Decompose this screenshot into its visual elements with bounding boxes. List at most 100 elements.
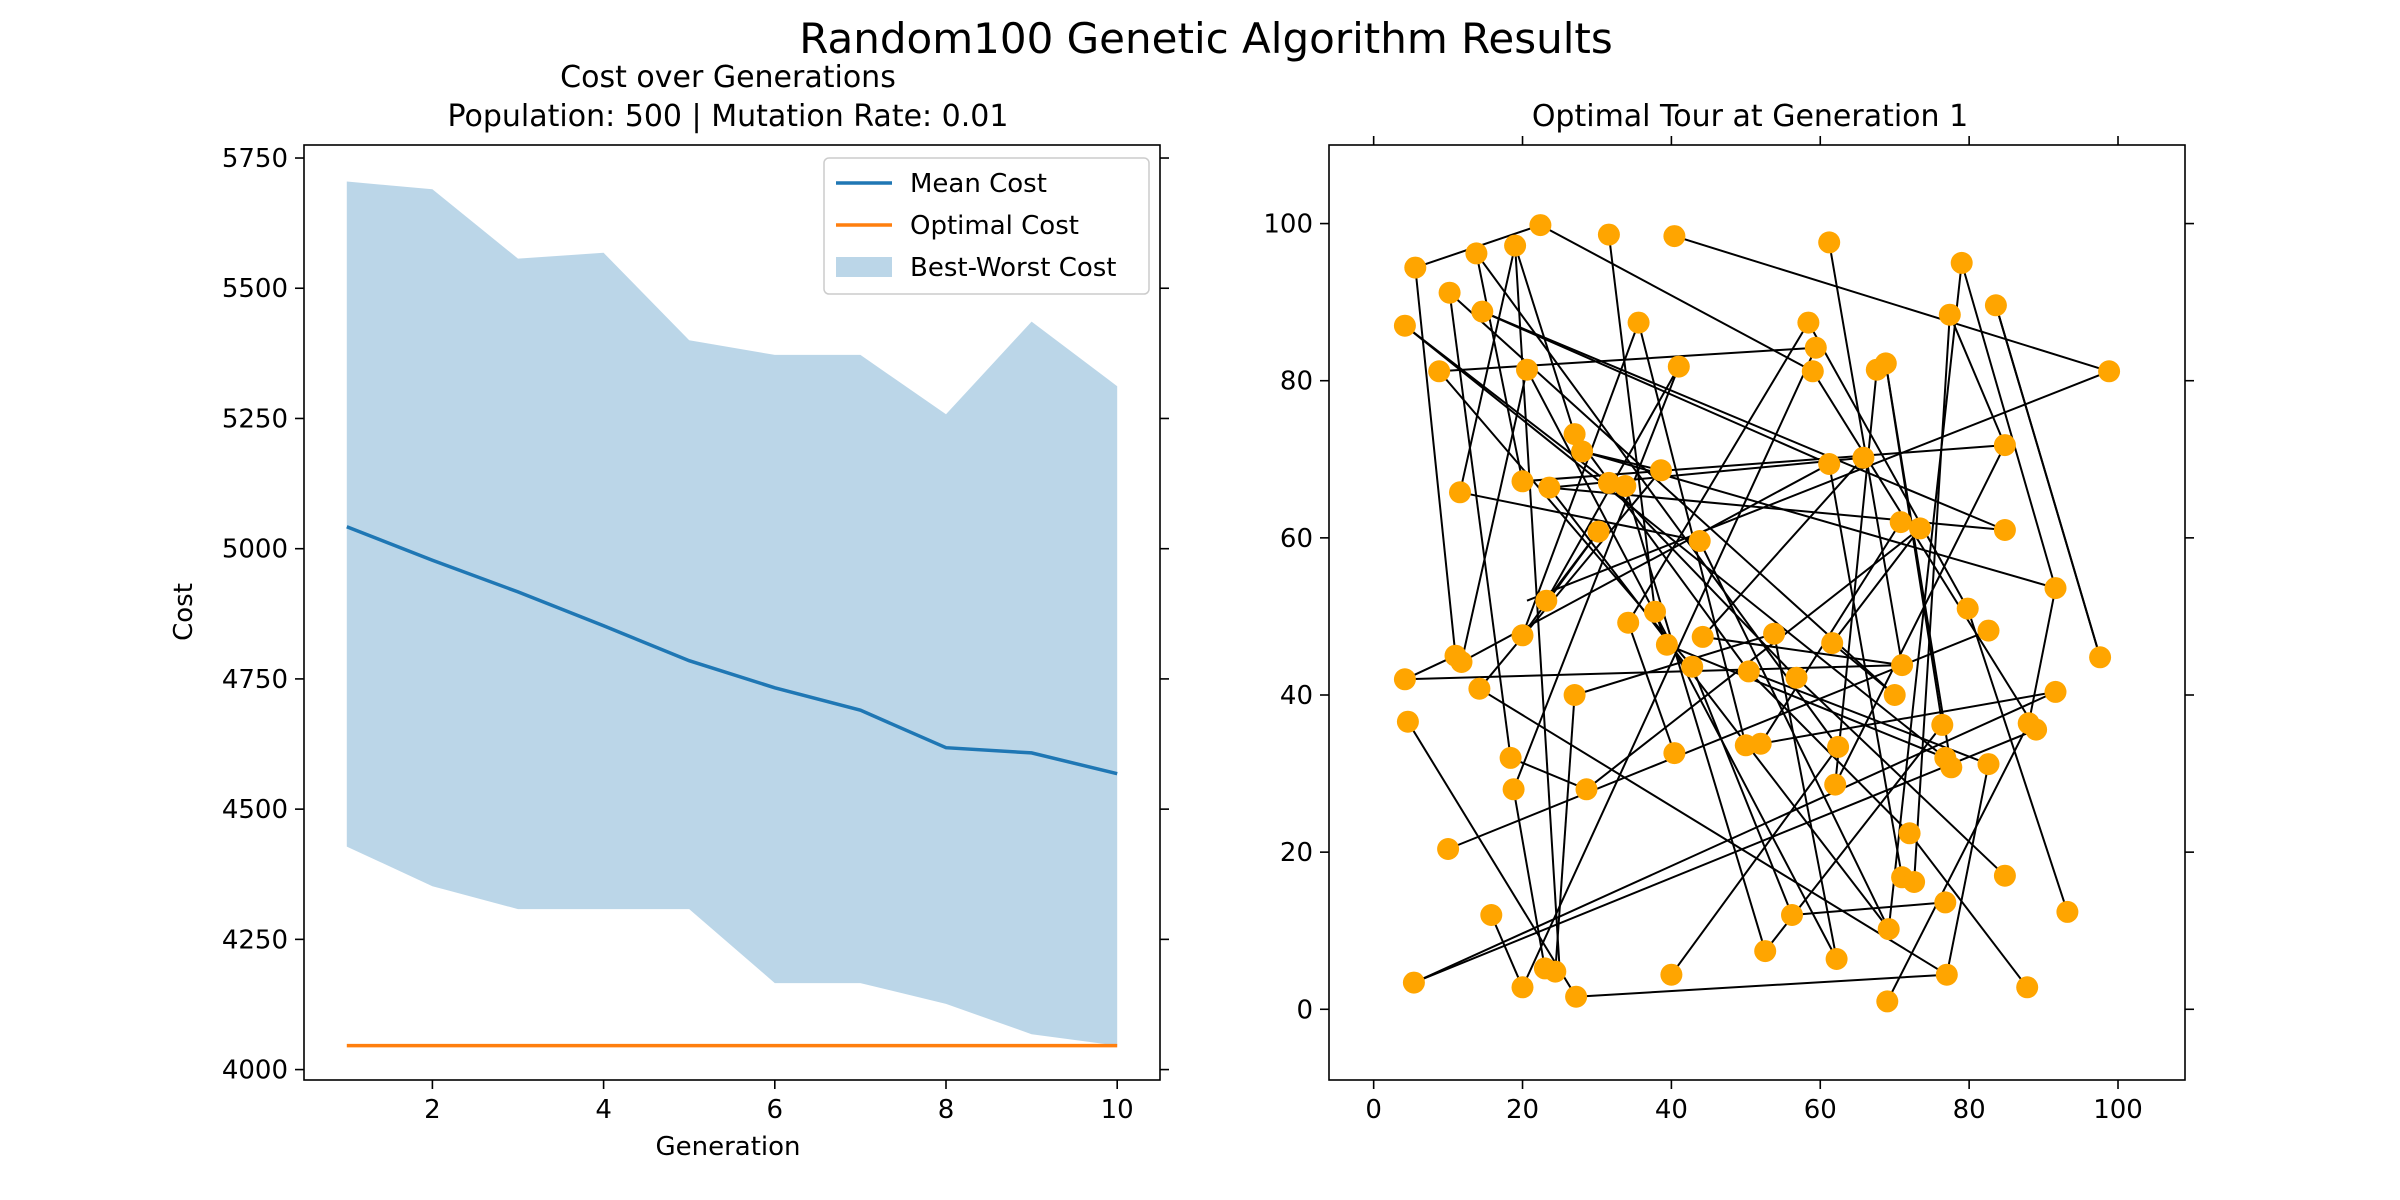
cost-chart-plot-area: 2 4 6 8 10 4000 4250 4500 4750 5000 5250 5500 5750	[222, 144, 1169, 1125]
city-point	[1763, 622, 1786, 645]
cost-chart-legend: Mean Cost Optimal Cost Best-Worst Cost	[823, 157, 1150, 295]
city-point	[1818, 231, 1841, 254]
city-point	[1627, 311, 1650, 334]
tour-edge	[1913, 314, 1951, 883]
city-point	[2016, 976, 2039, 999]
tour-edge	[1791, 901, 1946, 916]
tour-edge	[1576, 973, 1947, 998]
city-point	[1993, 864, 2016, 887]
city-point	[1785, 666, 1808, 689]
city-point	[1437, 838, 1460, 860]
city-point	[1934, 891, 1957, 914]
legend-box	[823, 157, 1150, 295]
cost-chart-ylabel: Cost	[169, 583, 199, 641]
mean-cost-line	[346, 525, 1118, 776]
city-points	[1393, 214, 2121, 1013]
city-point	[1977, 753, 2000, 776]
city-point	[1909, 517, 1931, 540]
tour-chart-frame	[1328, 144, 2186, 1081]
tour-edge	[1407, 721, 1577, 998]
tour-chart-plot-area: 0 20 40 60 80 100 0 20 40 60 80 100	[1263, 136, 2194, 1125]
cost-chart-panel: Cost over Generations Population: 500 | …	[169, 60, 1169, 1162]
city-point	[1891, 654, 1914, 677]
city-point	[1821, 632, 1844, 655]
tour-edge	[1994, 305, 2102, 658]
y-tick-label: 5250	[222, 404, 288, 434]
city-point	[1883, 684, 1906, 706]
city-point	[1499, 746, 1522, 769]
tour-edge	[1439, 346, 1816, 373]
city-point	[1993, 519, 2016, 541]
city-point	[1535, 589, 1558, 612]
city-point	[1781, 904, 1803, 926]
city-point	[1404, 256, 1427, 279]
city-point	[1428, 360, 1451, 383]
tour-edge	[1490, 914, 1524, 988]
tour-edge	[1404, 664, 1903, 681]
city-point	[1931, 713, 1954, 736]
x-tick-label: 6	[767, 1095, 784, 1125]
city-point	[1993, 434, 2016, 457]
city-point	[1681, 655, 1704, 678]
tour-edge	[1460, 369, 1528, 663]
city-point	[1511, 470, 1534, 493]
city-point	[1898, 822, 1921, 845]
tour-edge	[1908, 832, 2028, 988]
city-point	[1502, 778, 1525, 801]
city-point	[1734, 734, 1757, 757]
y-tick-label: 4500	[222, 795, 288, 825]
tour-edge	[1674, 235, 2110, 373]
city-point	[1804, 336, 1827, 359]
city-point	[2025, 718, 2048, 741]
city-point	[1667, 355, 1690, 378]
tour-edge	[1666, 643, 1946, 759]
x-tick-label: 20	[1506, 1095, 1539, 1125]
city-point	[1903, 871, 1926, 893]
tour-edge	[1414, 267, 1457, 656]
tour-edge	[1966, 608, 2069, 913]
legend-entry-label: Best-Worst Cost	[910, 253, 1117, 283]
city-point	[1938, 303, 1961, 326]
y-tick-label: 40	[1280, 681, 1313, 711]
x-tick-label: 8	[938, 1095, 955, 1125]
city-point	[1940, 756, 1963, 779]
city-point	[1889, 511, 1912, 534]
tour-edge	[1886, 722, 2030, 1002]
y-tick-label: 5750	[222, 144, 288, 174]
city-point	[2044, 680, 2067, 703]
city-point	[1516, 358, 1538, 381]
tour-edge	[1554, 694, 1576, 972]
city-point	[1402, 971, 1425, 994]
x-tick-label: 0	[1365, 1095, 1382, 1125]
tour-edge	[1413, 728, 2037, 984]
tour-edge	[1459, 491, 1700, 542]
city-point	[1438, 281, 1461, 304]
city-point	[1575, 778, 1598, 801]
city-point	[1876, 990, 1899, 1013]
city-point	[1663, 742, 1686, 765]
y-tick-label: 4750	[222, 665, 288, 695]
city-point	[1865, 358, 1888, 381]
city-point	[1655, 633, 1678, 656]
cost-chart-title-line1: Cost over Generations	[560, 60, 896, 95]
x-tick-label: 4	[595, 1095, 612, 1125]
city-point	[1465, 242, 1488, 265]
tour-edge	[1807, 322, 1969, 610]
city-point	[1529, 214, 1552, 237]
city-point	[1396, 710, 1419, 733]
city-point	[1571, 440, 1594, 463]
city-point	[1617, 611, 1640, 634]
cost-chart-frame	[303, 144, 1161, 1081]
tour-edge	[2027, 587, 2057, 724]
tour-edge	[1526, 370, 2110, 602]
tour-edge	[1521, 531, 1600, 636]
cost-chart-xlabel: Generation	[655, 1132, 800, 1162]
y-tick-label: 4000	[222, 1056, 288, 1086]
city-point	[1852, 446, 1875, 469]
city-point	[1984, 294, 2007, 317]
city-point	[1504, 234, 1527, 257]
tour-chart-panel: Optimal Tour at Generation 1 0 20 40 60 80 10…	[1263, 99, 2194, 1125]
tour-edge	[1773, 633, 1838, 960]
tour-edge	[1670, 746, 1839, 976]
